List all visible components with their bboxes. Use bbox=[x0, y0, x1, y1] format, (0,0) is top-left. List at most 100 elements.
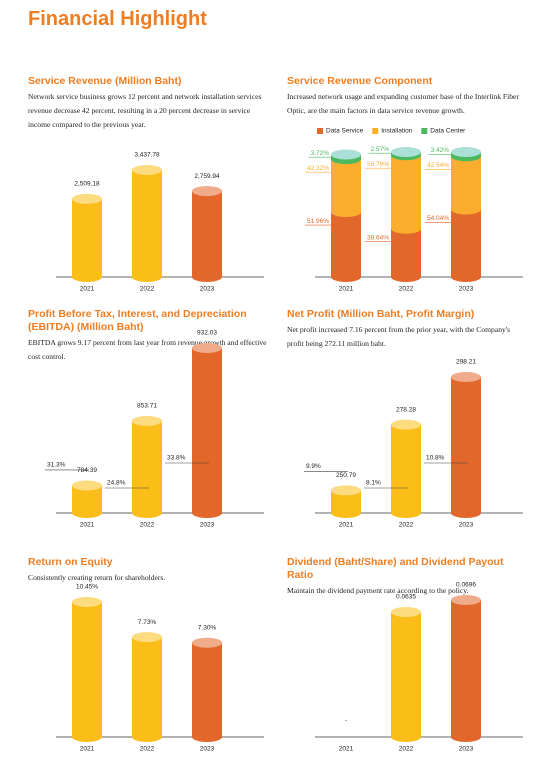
x-tick-label: 2021 bbox=[339, 746, 354, 753]
legend-swatch bbox=[421, 128, 428, 134]
panel: Dividend (Baht/Share) and Dividend Payou… bbox=[287, 556, 527, 598]
bar bbox=[192, 642, 222, 737]
panel-description: Consistently creating return for shareho… bbox=[28, 573, 166, 582]
chart: 2021 2022 2023 Data Service Installation Data… bbox=[304, 128, 523, 293]
bar bbox=[331, 159, 361, 213]
bar bbox=[391, 228, 421, 277]
panel: Service Revenue Component Increased netwo… bbox=[287, 75, 527, 118]
value-label: 2,759.94 bbox=[194, 173, 220, 180]
chart: 2021 2022 2023 784.39 853.71 932.03 31.3% 24.8%… bbox=[45, 330, 264, 529]
panel-heading: Service Revenue (Million Baht) bbox=[28, 75, 182, 87]
panel-heading: Net Profit (Million Baht, Profit Margin) bbox=[287, 308, 475, 320]
segment-label: 3.42% bbox=[431, 147, 450, 154]
value-label: - bbox=[345, 718, 347, 725]
panel: Profit Before Tax, Interest, and Depreci… bbox=[28, 308, 268, 364]
segment-label: 2.57% bbox=[371, 146, 390, 153]
legend-label: Installation bbox=[381, 128, 412, 135]
bar bbox=[451, 156, 481, 210]
value-label: 2,509.18 bbox=[74, 181, 100, 188]
x-tick-label: 2021 bbox=[339, 286, 354, 293]
segment-label: 58.79% bbox=[367, 161, 389, 168]
bar-cap bbox=[331, 149, 361, 160]
panel-description: EBITDA grows 9.17 percent from last year… bbox=[28, 338, 267, 361]
bar bbox=[72, 198, 102, 277]
x-tick-label: 2021 bbox=[339, 522, 354, 529]
bar-cap bbox=[391, 607, 421, 618]
x-tick-label: 2021 bbox=[80, 746, 95, 753]
panel-description: Net profit increased 7.16 percent from t… bbox=[287, 325, 511, 348]
value-label: 3,437.78 bbox=[134, 152, 160, 159]
panel: Return on Equity Consistently creating re… bbox=[28, 556, 268, 585]
bar bbox=[451, 600, 481, 737]
x-tick-label: 2023 bbox=[459, 522, 474, 529]
panel-heading: Service Revenue Component bbox=[287, 75, 433, 87]
bar-cap bbox=[72, 193, 102, 204]
legend-swatch bbox=[317, 128, 323, 134]
margin-label: 10.8% bbox=[426, 455, 445, 462]
segment-label: 42.32% bbox=[307, 165, 329, 172]
value-label: 7.30% bbox=[198, 624, 217, 631]
bar-cap bbox=[192, 637, 222, 648]
panel-description: Increased network usage and expanding cu… bbox=[287, 92, 519, 115]
panel-description: Network service business grows 12 percen… bbox=[28, 92, 262, 129]
x-tick-label: 2023 bbox=[200, 746, 215, 753]
segment-label: 51.96% bbox=[307, 218, 329, 225]
value-label: 0.0635 bbox=[396, 594, 416, 601]
panel-heading: Profit Before Tax, Interest, and Depreci… bbox=[28, 308, 247, 333]
bar bbox=[391, 424, 421, 513]
bar-cap bbox=[132, 165, 162, 175]
x-tick-label: 2023 bbox=[200, 522, 215, 529]
bar bbox=[192, 191, 222, 277]
bar-cap bbox=[451, 372, 481, 382]
bar bbox=[391, 612, 421, 737]
bar-cap bbox=[331, 485, 361, 496]
segment-label: 3.72% bbox=[311, 150, 330, 157]
bar bbox=[391, 155, 421, 229]
bar-cap bbox=[391, 147, 421, 157]
margin-label: 9.9% bbox=[306, 463, 321, 470]
x-tick-label: 2022 bbox=[399, 522, 414, 529]
x-tick-label: 2022 bbox=[140, 746, 155, 753]
panel-heading: Return on Equity bbox=[28, 556, 113, 568]
panel-heading: Dividend (Baht/Share) and Dividend Payou… bbox=[287, 556, 504, 581]
segment-label: 38.64% bbox=[367, 234, 389, 241]
value-label: 10.45% bbox=[76, 584, 98, 591]
bar bbox=[451, 209, 481, 277]
segment-label: 54.04% bbox=[427, 215, 449, 222]
bar bbox=[132, 637, 162, 737]
value-label: 278.28 bbox=[396, 406, 416, 413]
value-label: 853.71 bbox=[137, 403, 157, 410]
chart: 2021 2022 2023 - 0.0635 0.0696 bbox=[315, 582, 523, 753]
bar-cap bbox=[132, 632, 162, 643]
bar bbox=[192, 348, 222, 513]
bar-cap bbox=[192, 343, 222, 353]
x-tick-label: 2021 bbox=[80, 286, 95, 293]
x-tick-label: 2023 bbox=[200, 286, 215, 293]
chart: 2021 2022 2023 2,509.18 3,437.78 2,759.94 bbox=[56, 152, 264, 293]
segment-label: 42.54% bbox=[427, 162, 449, 169]
bar bbox=[451, 377, 481, 513]
legend-label: Data Service bbox=[326, 128, 364, 135]
x-tick-label: 2022 bbox=[140, 522, 155, 529]
margin-label: 31.3% bbox=[47, 462, 66, 469]
bar bbox=[132, 170, 162, 277]
bar-cap bbox=[132, 415, 162, 426]
panel: Net Profit (Million Baht, Profit Margin)… bbox=[287, 308, 527, 351]
bar-cap bbox=[451, 595, 481, 605]
x-tick-label: 2022 bbox=[399, 286, 414, 293]
value-label: 932.03 bbox=[197, 330, 217, 337]
value-label: 298.21 bbox=[456, 359, 476, 366]
panel-description: Maintain the dividend payment rate accor… bbox=[287, 586, 469, 595]
margin-label: 8.1% bbox=[366, 480, 381, 487]
page-title: Financial Highlight bbox=[28, 8, 207, 30]
bar-cap bbox=[72, 597, 102, 607]
value-label: 0.0696 bbox=[456, 582, 476, 589]
bar-cap bbox=[192, 186, 222, 197]
chart: 2021 2022 2023 10.45% 7.73% 7.30% bbox=[56, 584, 264, 753]
bar bbox=[331, 490, 361, 513]
bar bbox=[72, 602, 102, 737]
margin-label: 24.8% bbox=[107, 480, 126, 487]
value-label: 7.73% bbox=[138, 619, 157, 626]
panel: Service Revenue (Million Baht) Network se… bbox=[28, 75, 268, 132]
